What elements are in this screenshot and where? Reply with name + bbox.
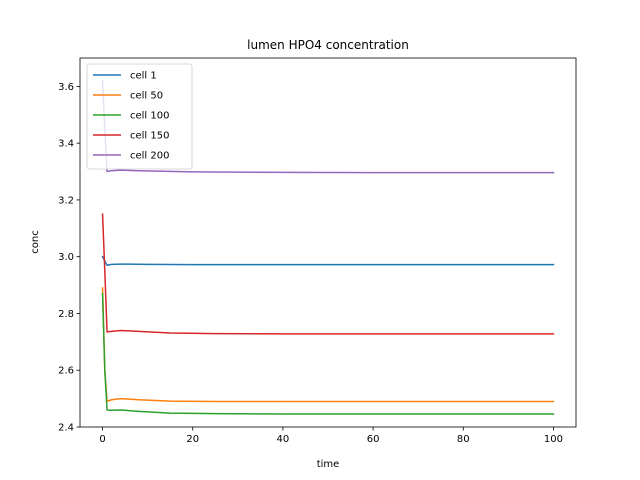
y-tick-label: 2.6 [58, 366, 74, 377]
x-tick-label: 20 [186, 434, 199, 445]
legend-label: cell 150 [130, 131, 169, 142]
y-tick-label: 3.6 [58, 82, 74, 93]
x-tick-label: 60 [367, 434, 380, 445]
legend-label: cell 100 [130, 111, 169, 122]
x-tick-label: 0 [99, 434, 105, 445]
legend: cell 1 cell 50 cell 100 cell 150 cell 200 [87, 64, 192, 169]
y-tick-label: 2.8 [58, 309, 74, 320]
x-tick-label: 40 [277, 434, 290, 445]
x-tick-label: 100 [544, 434, 563, 445]
chart-title: lumen HPO4 concentration [247, 38, 409, 52]
y-tick-label: 3.0 [58, 252, 74, 263]
y-tick-label: 2.4 [58, 423, 74, 434]
y-axis-label: conc [30, 230, 41, 253]
legend-label: cell 1 [130, 71, 157, 82]
y-tick-label: 3.2 [58, 195, 74, 206]
x-tick-label: 80 [457, 434, 470, 445]
y-tick-label: 3.4 [58, 139, 74, 150]
x-axis-label: time [317, 459, 340, 470]
legend-label: cell 200 [130, 151, 169, 162]
legend-label: cell 50 [130, 91, 163, 102]
